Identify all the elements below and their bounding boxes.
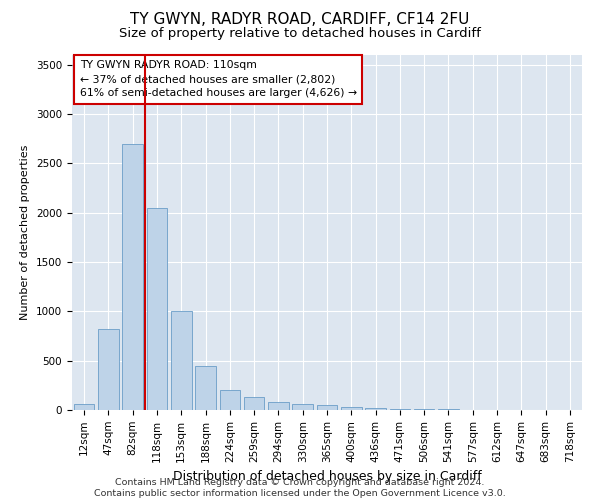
Bar [171,312,191,410]
Bar [268,402,289,410]
Text: TY GWYN, RADYR ROAD, CARDIFF, CF14 2FU: TY GWYN, RADYR ROAD, CARDIFF, CF14 2FU [130,12,470,28]
Bar [244,397,265,410]
Bar [146,208,167,410]
Bar [74,404,94,410]
Text: Size of property relative to detached houses in Cardiff: Size of property relative to detached ho… [119,28,481,40]
Bar [389,408,410,410]
Text: TY GWYN RADYR ROAD: 110sqm
← 37% of detached houses are smaller (2,802)
61% of s: TY GWYN RADYR ROAD: 110sqm ← 37% of deta… [80,60,357,98]
Bar [341,407,362,410]
Y-axis label: Number of detached properties: Number of detached properties [20,145,31,320]
Bar [317,405,337,410]
Bar [195,366,216,410]
Text: Contains HM Land Registry data © Crown copyright and database right 2024.
Contai: Contains HM Land Registry data © Crown c… [94,478,506,498]
Bar [122,144,143,410]
X-axis label: Distribution of detached houses by size in Cardiff: Distribution of detached houses by size … [173,470,481,483]
Bar [414,409,434,410]
Bar [438,409,459,410]
Bar [220,390,240,410]
Bar [292,404,313,410]
Bar [98,329,119,410]
Bar [365,408,386,410]
